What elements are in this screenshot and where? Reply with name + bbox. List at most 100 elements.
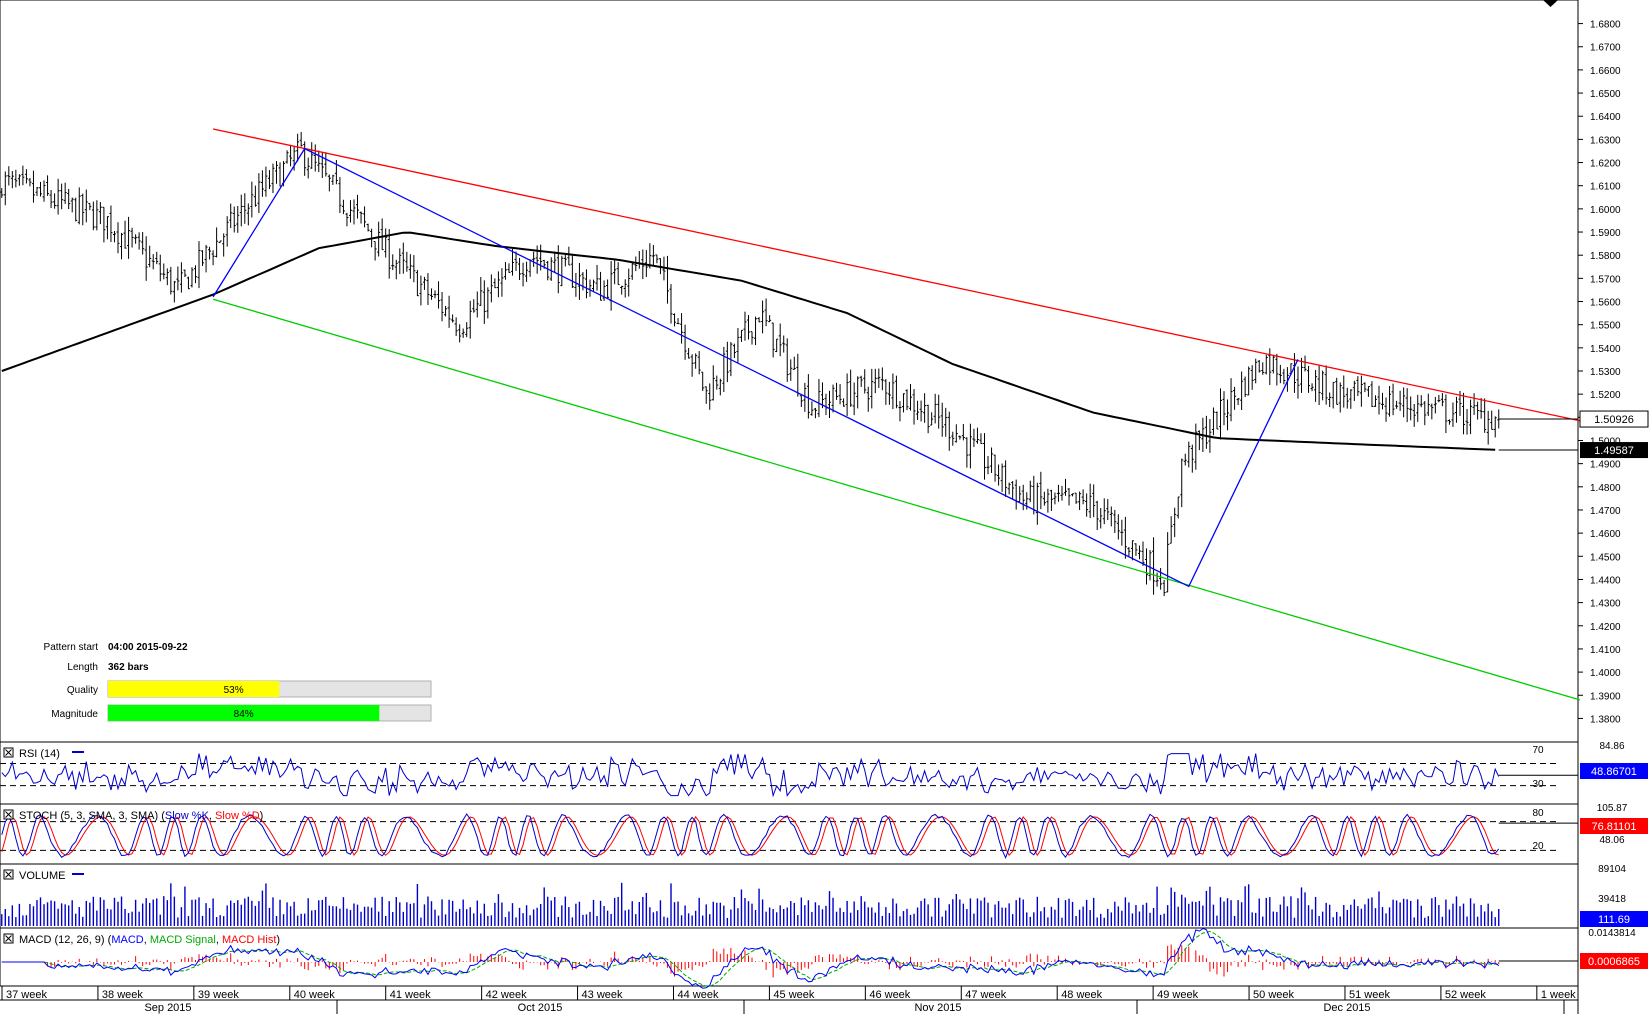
ohlc-bar (465, 322, 469, 338)
ohlc-bar (866, 386, 870, 412)
ohlc-bar (732, 343, 736, 359)
scroll-marker-icon[interactable] (1543, 0, 1558, 7)
ohlc-bar (208, 246, 212, 260)
ohlc-bar (820, 382, 824, 409)
ohlc-bar (348, 200, 352, 223)
ohlc-bar (627, 268, 631, 297)
ohlc-bar (1208, 419, 1212, 453)
ohlc-bar (690, 354, 694, 377)
ohlc-bar (384, 228, 388, 258)
ohlc-bar (1447, 419, 1451, 425)
pattern-info: Pattern start 04:00 2015-09-22 Length 36… (44, 642, 432, 722)
ohlc-bar (394, 259, 398, 280)
ohlc-bar (852, 382, 856, 416)
ohlc-bar (567, 246, 571, 266)
ohlc-bar (1215, 411, 1219, 430)
ohlc-bar (17, 174, 21, 186)
price-tick-label: 1.5800 (1590, 251, 1621, 262)
ohlc-bar (623, 279, 627, 298)
stoch-close-x-icon (5, 811, 12, 818)
ohlc-bar (739, 329, 743, 342)
ohlc-bar (926, 404, 930, 434)
ohlc-bar (761, 300, 765, 334)
week-label: 38 week (102, 989, 143, 1001)
ohlc-bar (35, 187, 39, 197)
ohlc-bar (1218, 388, 1222, 440)
length-label: Length (67, 662, 98, 673)
ohlc-bar (461, 328, 465, 338)
ohlc-bar (225, 216, 229, 247)
ohlc-bar (1035, 482, 1039, 525)
ohlc-bar (1021, 484, 1025, 511)
ohlc-bar (1299, 357, 1303, 393)
ohlc-bar (665, 255, 669, 304)
ohlc-bar (398, 248, 402, 275)
trendline-resistance (212, 128, 1580, 422)
ohlc-bar (46, 175, 50, 196)
ohlc-bar (267, 170, 271, 190)
ohlc-bar (127, 216, 131, 259)
ohlc-bar (1102, 498, 1106, 525)
ma-value-box: 1.49587 (1498, 442, 1648, 459)
ohlc-bar (165, 268, 169, 286)
ohlc-bar (856, 376, 860, 409)
trendline-zigzag (212, 147, 1299, 588)
ohlc-bar (1197, 430, 1201, 451)
ma-value-label: 1.49587 (1594, 445, 1634, 457)
ohlc-bar (553, 251, 557, 273)
ohlc-bar (42, 180, 46, 202)
ohlc-bar (782, 335, 786, 353)
ohlc-bar (909, 383, 913, 411)
ohlc-bar (884, 379, 888, 405)
magnitude-bar-fill (108, 705, 380, 721)
ohlc-bar (581, 272, 585, 291)
trendlines-layer (212, 128, 1580, 701)
ohlc-bar (1081, 489, 1085, 505)
price-tick-label: 1.6000 (1590, 205, 1621, 216)
ohlc-bar (704, 386, 708, 404)
ohlc-bar (1088, 483, 1092, 519)
ohlc-bar (1412, 403, 1416, 427)
ohlc-bar (648, 243, 652, 269)
ohlc-bar (1148, 550, 1152, 581)
ohlc-bar (1409, 396, 1413, 421)
ohlc-bar (655, 254, 659, 264)
ohlc-bar (137, 232, 141, 250)
ohlc-bar (887, 381, 891, 405)
week-label: 44 week (677, 989, 718, 1001)
ohlc-bar (785, 338, 789, 382)
ohlc-bar (109, 205, 113, 243)
ohlc-bar (201, 250, 205, 267)
ohlc-bar (356, 194, 360, 219)
ohlc-bar (613, 260, 617, 285)
ohlc-bar (285, 150, 289, 164)
ohlc-bar (961, 424, 965, 441)
price-tick-label: 1.6600 (1590, 66, 1621, 77)
rsi-close-x-icon (5, 749, 12, 756)
ohlc-bar (53, 193, 57, 209)
volume-close-x-icon (5, 871, 12, 878)
ohlc-bar (595, 264, 599, 291)
ohlc-bar (1296, 366, 1300, 399)
price-tick-label: 1.6700 (1590, 43, 1621, 54)
ohlc-bar (757, 317, 761, 323)
stoch-slow-d-label: Slow %D (215, 810, 260, 822)
ohlc-bar (183, 269, 187, 278)
ohlc-bar (162, 263, 166, 280)
ohlc-bar (454, 317, 458, 337)
ohlc-bar (1423, 400, 1427, 426)
ohlc-bar (479, 277, 483, 306)
week-label: 43 week (582, 989, 623, 1001)
ohlc-bar (754, 316, 758, 346)
ohlc-bar (894, 375, 898, 409)
macd-value-rect (1580, 953, 1648, 969)
ohlc-bar (1469, 399, 1473, 435)
ohlc-bar (750, 331, 754, 345)
ohlc-bar (84, 189, 88, 223)
ohlc-bar (937, 394, 941, 429)
pattern-start-label: Pattern start (44, 642, 99, 653)
ohlc-bar (352, 199, 356, 225)
ohlc-bar (440, 291, 444, 322)
ohlc-bar (1317, 365, 1321, 405)
quality-value: 53% (224, 685, 244, 696)
